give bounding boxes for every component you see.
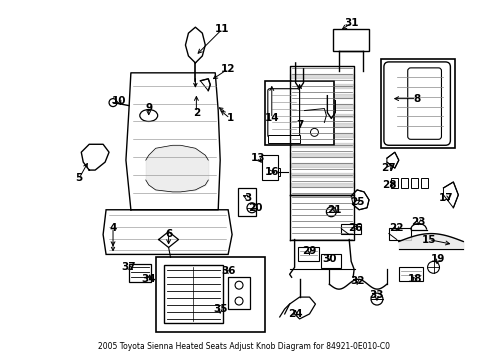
Text: 35: 35: [212, 304, 227, 314]
Polygon shape: [158, 231, 178, 247]
Polygon shape: [443, 182, 457, 208]
Text: 6: 6: [164, 229, 172, 239]
Text: 18: 18: [407, 274, 421, 284]
Text: 9: 9: [145, 103, 152, 113]
Text: 8: 8: [412, 94, 419, 104]
Polygon shape: [289, 84, 353, 88]
Text: 20: 20: [247, 203, 262, 213]
Text: 15: 15: [421, 234, 435, 244]
Circle shape: [427, 261, 439, 273]
Text: 28: 28: [381, 180, 395, 190]
Ellipse shape: [140, 109, 157, 121]
Text: 24: 24: [288, 309, 302, 319]
Bar: [262, 155, 277, 180]
Bar: [228, 277, 249, 309]
Text: 11: 11: [215, 24, 229, 34]
Text: 12: 12: [221, 64, 235, 74]
Bar: [267, 135, 299, 143]
Text: 14: 14: [264, 113, 279, 123]
Polygon shape: [289, 74, 353, 78]
FancyBboxPatch shape: [267, 89, 299, 137]
Text: 22: 22: [389, 222, 403, 233]
Bar: [380, 59, 454, 148]
Text: 36: 36: [221, 266, 235, 276]
FancyBboxPatch shape: [383, 62, 449, 145]
Polygon shape: [81, 144, 109, 170]
Circle shape: [246, 203, 256, 213]
Bar: [420, 178, 427, 188]
Polygon shape: [289, 133, 353, 137]
Circle shape: [370, 293, 382, 305]
Text: 2: 2: [192, 108, 200, 117]
Bar: [388, 228, 410, 239]
Polygon shape: [103, 210, 232, 255]
Text: 13: 13: [250, 153, 264, 163]
Bar: [333, 29, 368, 51]
Polygon shape: [185, 27, 205, 63]
Text: 31: 31: [343, 18, 358, 28]
Text: 32: 32: [349, 276, 364, 286]
Polygon shape: [386, 152, 398, 168]
Polygon shape: [289, 94, 353, 98]
Bar: [400, 178, 407, 188]
Text: 29: 29: [302, 247, 316, 256]
Text: 23: 23: [410, 217, 425, 227]
Text: 10: 10: [111, 96, 126, 105]
Bar: [155, 257, 264, 332]
Bar: [297, 247, 319, 261]
Text: 19: 19: [430, 255, 445, 264]
Bar: [163, 265, 223, 323]
Text: 30: 30: [322, 255, 336, 264]
Polygon shape: [200, 79, 210, 91]
Bar: [341, 224, 360, 234]
Bar: [398, 267, 422, 281]
Circle shape: [325, 207, 336, 217]
Text: 16: 16: [264, 167, 279, 177]
Text: 37: 37: [122, 262, 136, 272]
Text: 25: 25: [349, 197, 364, 207]
Text: 5: 5: [76, 173, 83, 183]
Text: 27: 27: [381, 163, 395, 173]
Circle shape: [109, 99, 117, 107]
Polygon shape: [289, 104, 353, 108]
Polygon shape: [289, 143, 353, 147]
Text: 1: 1: [226, 113, 233, 123]
Polygon shape: [289, 123, 353, 127]
Bar: [390, 178, 397, 188]
FancyBboxPatch shape: [407, 68, 441, 139]
Circle shape: [310, 129, 318, 136]
Bar: [129, 264, 150, 282]
Text: 34: 34: [141, 274, 156, 284]
Polygon shape: [289, 153, 353, 157]
Bar: [273, 168, 279, 176]
Text: 4: 4: [109, 222, 117, 233]
Text: 17: 17: [438, 193, 453, 203]
Bar: [264, 81, 334, 145]
Polygon shape: [289, 163, 353, 167]
Bar: [410, 178, 417, 188]
Circle shape: [235, 281, 243, 289]
Text: 2005 Toyota Sienna Heated Seats Adjust Knob Diagram for 84921-0E010-C0: 2005 Toyota Sienna Heated Seats Adjust K…: [98, 342, 390, 351]
Text: 3: 3: [244, 193, 251, 203]
Circle shape: [235, 297, 243, 305]
Polygon shape: [289, 183, 353, 187]
Polygon shape: [289, 113, 353, 117]
Polygon shape: [350, 190, 368, 210]
Polygon shape: [289, 173, 353, 177]
Text: 21: 21: [326, 205, 341, 215]
Text: 33: 33: [369, 290, 384, 300]
Text: 7: 7: [295, 121, 303, 130]
Bar: [321, 255, 341, 268]
Bar: [238, 188, 255, 216]
Text: 26: 26: [347, 222, 362, 233]
